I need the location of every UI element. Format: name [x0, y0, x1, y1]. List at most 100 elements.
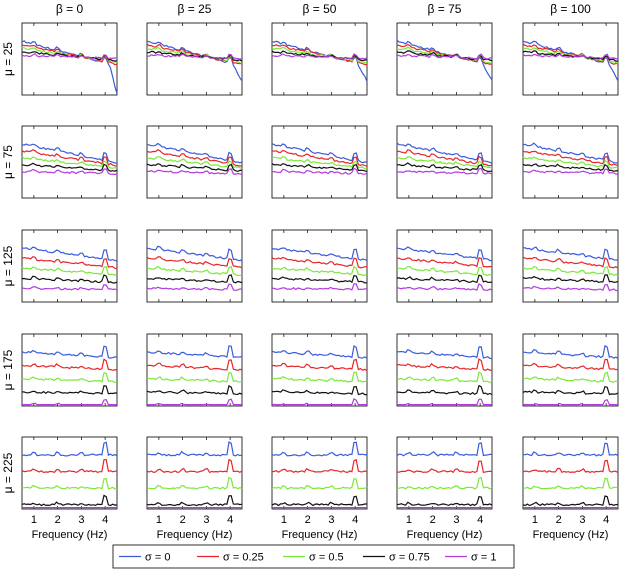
series-line: [21, 265, 118, 277]
series-line: [271, 143, 368, 164]
x-tick-label: 3: [328, 514, 334, 526]
series-line: [522, 43, 619, 65]
x-tick-label: 3: [78, 514, 84, 526]
series-line: [271, 46, 368, 64]
series-line: [271, 441, 368, 457]
panel: [271, 125, 368, 199]
x-tick-label: 4: [477, 514, 483, 526]
row-title: μ = 75: [1, 145, 15, 179]
panel: [396, 333, 493, 407]
legend-label: σ = 0.75: [389, 552, 430, 564]
series-line: [271, 53, 368, 60]
series-line: [396, 257, 493, 268]
series-line: [271, 495, 367, 507]
series-line: [396, 371, 493, 384]
series-line: [21, 156, 118, 169]
series-line: [21, 284, 118, 291]
series-line: [146, 256, 243, 269]
panel: [271, 436, 368, 510]
panel: [522, 229, 619, 303]
series-line: [396, 265, 493, 277]
series-line: [522, 442, 619, 457]
series-line: [522, 385, 619, 396]
panel: [396, 436, 493, 510]
series-line: [523, 284, 618, 292]
series-line: [146, 163, 243, 173]
panel-frame: [21, 125, 118, 199]
panel: [522, 22, 619, 96]
panel-frame: [522, 333, 619, 407]
x-tick-label: 4: [227, 514, 233, 526]
x-tick-label: 2: [430, 514, 436, 526]
series-line: [522, 53, 619, 60]
series-line: [522, 256, 619, 269]
x-tick-label: 2: [55, 514, 61, 526]
x-tick-label: 1: [532, 514, 538, 526]
series-line: [271, 149, 368, 167]
row-title: μ = 175: [1, 349, 15, 390]
series-line: [522, 168, 619, 175]
series-line: [522, 274, 619, 284]
x-tick-label: 2: [180, 514, 186, 526]
series-line: [21, 149, 118, 167]
series-line: [522, 246, 619, 261]
series-line: [271, 163, 368, 172]
x-tick-label: 4: [102, 514, 108, 526]
series-line: [271, 371, 368, 383]
x-axis-label: Frequency (Hz): [32, 529, 108, 541]
series-line: [396, 156, 493, 169]
series-line: [271, 156, 367, 170]
panel: [396, 125, 493, 199]
series-line: [271, 44, 368, 66]
series-line: [396, 43, 493, 65]
series-line: [21, 143, 118, 164]
series-line: [146, 458, 243, 474]
series-line: [522, 150, 619, 167]
series-line: [21, 52, 118, 60]
panel: [146, 22, 243, 96]
panel: [21, 333, 118, 407]
x-tick-label: 2: [305, 514, 311, 526]
series-line: [522, 344, 619, 359]
series-line: [522, 477, 619, 490]
series-line: [146, 53, 243, 60]
panel: [21, 436, 118, 510]
x-axis-label: Frequency (Hz): [282, 529, 358, 541]
series-line: [396, 476, 493, 490]
panel-frame: [396, 125, 493, 199]
series-line: [146, 283, 243, 292]
panel: [21, 22, 118, 96]
panel: [146, 125, 243, 199]
column-title: β = 75: [428, 2, 462, 16]
panel: [21, 125, 118, 199]
series-line: [146, 359, 243, 372]
panel: [522, 436, 619, 510]
series-line: [271, 247, 368, 262]
series-line: [146, 148, 242, 167]
panel: [146, 229, 243, 303]
panel: [522, 125, 619, 199]
series-line: [21, 44, 118, 66]
series-line: [522, 459, 619, 474]
panel-frame: [21, 229, 118, 303]
x-tick-label: 4: [603, 514, 609, 526]
x-axis-label: Frequency (Hz): [533, 529, 609, 541]
series-line: [271, 167, 368, 175]
panel: [522, 333, 619, 407]
panel-frame: [522, 229, 619, 303]
series-line: [146, 245, 243, 262]
series-line: [21, 441, 118, 457]
series-line: [396, 162, 493, 173]
series-line: [147, 398, 242, 406]
series-line: [396, 149, 493, 167]
legend-label: σ = 0.5: [309, 552, 344, 564]
series-line: [146, 495, 243, 507]
x-tick-label: 3: [579, 514, 585, 526]
series-line: [271, 256, 368, 269]
series-line: [21, 274, 118, 284]
legend-label: σ = 0.25: [223, 552, 264, 564]
series-line: [396, 142, 493, 164]
series-line: [146, 156, 243, 170]
series-line: [22, 477, 118, 490]
x-tick-label: 2: [556, 514, 562, 526]
